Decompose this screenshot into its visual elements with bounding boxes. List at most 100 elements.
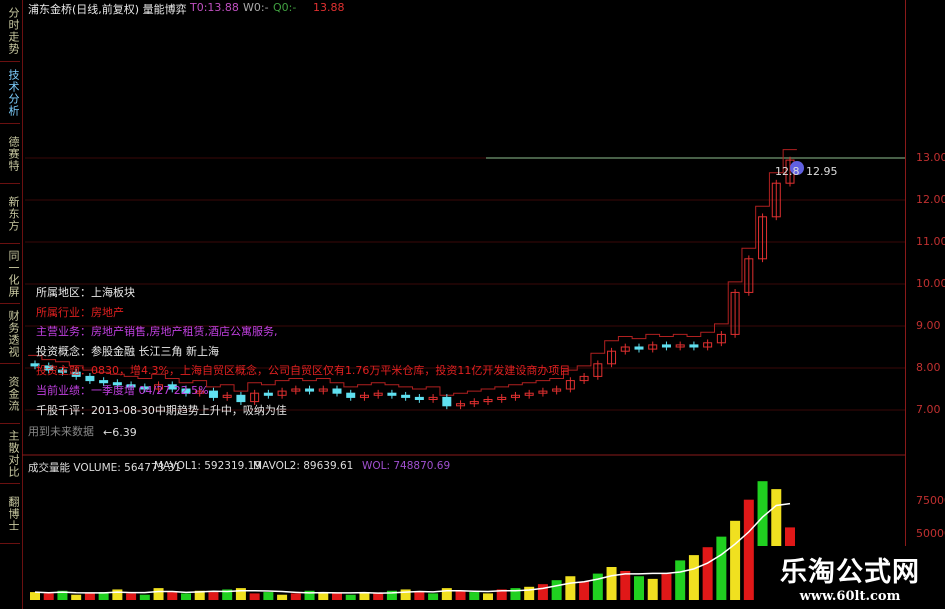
volume-bar [757, 481, 768, 600]
candle-body [222, 394, 232, 398]
volume-bar [112, 589, 123, 600]
candle-body [771, 182, 781, 218]
volume-bar [235, 588, 246, 600]
volume-bar [524, 586, 535, 600]
price-tick: 12.00 [916, 193, 945, 206]
volume-bar [126, 593, 137, 600]
q0-value: Q0:- [273, 1, 297, 14]
mavol1-value: MAVOL1: 592319.19 [154, 460, 262, 472]
candle-body [236, 394, 246, 403]
candle-body [730, 291, 740, 335]
candle-body [675, 344, 685, 348]
candle-body [44, 365, 54, 371]
candle-body [552, 388, 562, 392]
price-tick: 11.00 [916, 235, 945, 248]
price-tick: 13.00 [916, 151, 945, 164]
sidebar-tab[interactable]: 新东方 [0, 185, 20, 244]
volume-bar [84, 593, 95, 600]
sidebar-tab[interactable]: 主散对比 [0, 425, 20, 484]
candle-body [428, 396, 438, 400]
candle-body [305, 388, 315, 392]
candle-body [71, 371, 81, 377]
price-axis: 13.00 12.00 11.00 10.00 9.00 8.00 7.00 75000 500… [905, 0, 945, 609]
candle-body [30, 363, 40, 367]
window-title: 浦东金桥(日线,前复权) 量能博弈 [28, 3, 187, 16]
candle-body [359, 394, 369, 398]
candle-body [648, 344, 658, 350]
volume-bar [483, 593, 493, 600]
sidebar-tab[interactable]: 同一化屏 [0, 245, 20, 304]
sidebar-tab[interactable]: 资金流 [0, 365, 20, 424]
high-right-label: 12.95 [806, 165, 838, 178]
candle-body [442, 396, 452, 407]
volume-bar [332, 593, 342, 600]
candle-body [250, 392, 260, 403]
volume-bar [675, 560, 686, 600]
price-tick: 10.00 [916, 277, 945, 290]
volume-bar [661, 573, 672, 600]
volume-bar [43, 593, 54, 600]
volume-bar [428, 593, 439, 600]
volume-bar [71, 594, 82, 600]
last-price: 13.88 [313, 1, 345, 14]
candle-body [318, 388, 328, 392]
candle-body [510, 394, 520, 398]
volume-bar [386, 590, 397, 600]
volume-bar [345, 594, 356, 600]
candle-body [401, 394, 411, 398]
candle-body [263, 392, 273, 396]
candle-body [99, 380, 109, 384]
high-marker-icon [790, 161, 804, 175]
volume-bar [153, 588, 164, 600]
volume-bar [263, 592, 274, 600]
candle-body [167, 384, 177, 390]
volume-value: 成交量能 VOLUME: 564773.31 [28, 462, 181, 474]
sidebar: 分时走势 技术分析 德赛特 新东方 同一化屏 财务透视 资金流 主散对比 翻博士 [0, 0, 23, 609]
volume-bar [98, 592, 109, 600]
volume-bar [249, 593, 260, 600]
volume-tick: 75000 [916, 494, 945, 507]
candle-body [716, 333, 726, 344]
mavol2-value: MAVOL2: 89639.61 [253, 460, 354, 472]
info-region: 所属地区：上海板块 [36, 286, 135, 299]
candle-body [456, 403, 466, 407]
volume-bar [304, 590, 315, 600]
watermark-name: 乐淘公式网 [780, 557, 920, 588]
price-tick: 7.00 [916, 403, 941, 416]
candle-body [565, 380, 575, 390]
candle-body [469, 401, 479, 405]
volume-bar [469, 592, 480, 600]
candle-body [208, 390, 218, 398]
high-left-label: 12.8 [775, 165, 800, 178]
sidebar-tab[interactable]: 翻博士 [0, 485, 20, 544]
candle-body [387, 392, 397, 396]
price-tick: 9.00 [916, 319, 941, 332]
volume-bar [702, 547, 713, 600]
volume-bar [551, 580, 562, 600]
volume-bar [290, 593, 301, 600]
sidebar-tab[interactable]: 技术分析 [0, 63, 20, 124]
t0-value: T0:13.88 [190, 1, 239, 14]
candle-body [538, 390, 548, 394]
volume-bar [455, 590, 466, 600]
sidebar-tab[interactable]: 德赛特 [0, 125, 20, 184]
volume-bar [592, 573, 603, 600]
candle-body [620, 346, 630, 352]
volume-bar [181, 593, 191, 600]
sidebar-tab[interactable]: 分时走势 [0, 1, 20, 62]
candle-body [689, 344, 699, 348]
candle-body [758, 216, 768, 260]
candle-body [373, 392, 383, 396]
candle-body [744, 258, 754, 293]
sidebar-tab[interactable]: 财务透视 [0, 305, 20, 364]
watermark: 乐淘公式网 www.60lt.com [755, 546, 945, 609]
candle-body [661, 344, 671, 348]
candle-body [112, 382, 122, 386]
candle-body [524, 392, 534, 396]
candle-body [703, 342, 713, 348]
volume-tick: 50000 [916, 527, 945, 540]
candle-body [634, 346, 644, 350]
candle-body [57, 369, 67, 373]
candle-body [154, 384, 164, 390]
